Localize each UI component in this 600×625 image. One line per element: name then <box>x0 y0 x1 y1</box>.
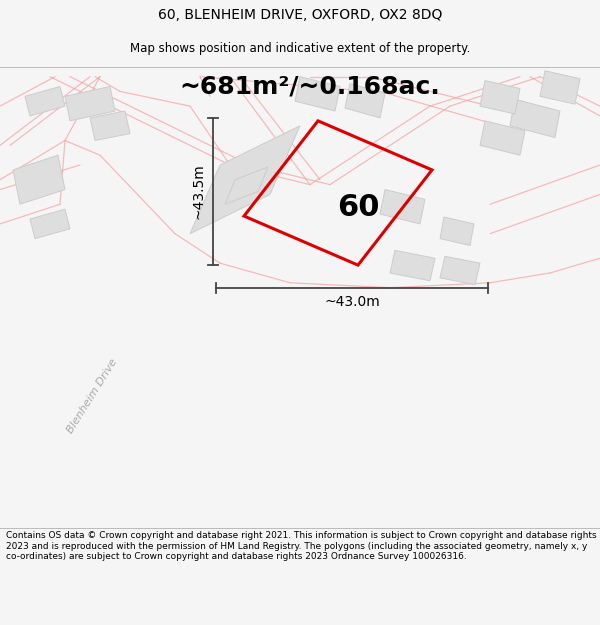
Text: 60, BLENHEIM DRIVE, OXFORD, OX2 8DQ: 60, BLENHEIM DRIVE, OXFORD, OX2 8DQ <box>158 8 442 22</box>
Text: ~43.5m: ~43.5m <box>192 164 206 219</box>
Polygon shape <box>190 126 300 234</box>
Polygon shape <box>440 217 474 246</box>
Polygon shape <box>540 71 580 104</box>
Polygon shape <box>295 77 340 111</box>
Polygon shape <box>390 251 435 281</box>
Text: 60: 60 <box>337 193 379 222</box>
Polygon shape <box>480 81 520 114</box>
Polygon shape <box>90 111 130 141</box>
Polygon shape <box>65 86 115 121</box>
Polygon shape <box>225 167 268 204</box>
Polygon shape <box>345 84 385 118</box>
Text: ~681m²/~0.168ac.: ~681m²/~0.168ac. <box>179 74 440 99</box>
Polygon shape <box>510 99 560 138</box>
Text: ~43.0m: ~43.0m <box>324 296 380 309</box>
Polygon shape <box>440 256 480 285</box>
Text: Contains OS data © Crown copyright and database right 2021. This information is : Contains OS data © Crown copyright and d… <box>6 531 596 561</box>
Text: Map shows position and indicative extent of the property.: Map shows position and indicative extent… <box>130 42 470 54</box>
Text: Blenheim Drive: Blenheim Drive <box>65 357 119 435</box>
Polygon shape <box>480 121 525 155</box>
Polygon shape <box>30 209 70 239</box>
Polygon shape <box>13 155 65 204</box>
Polygon shape <box>380 189 425 224</box>
Polygon shape <box>25 86 65 116</box>
